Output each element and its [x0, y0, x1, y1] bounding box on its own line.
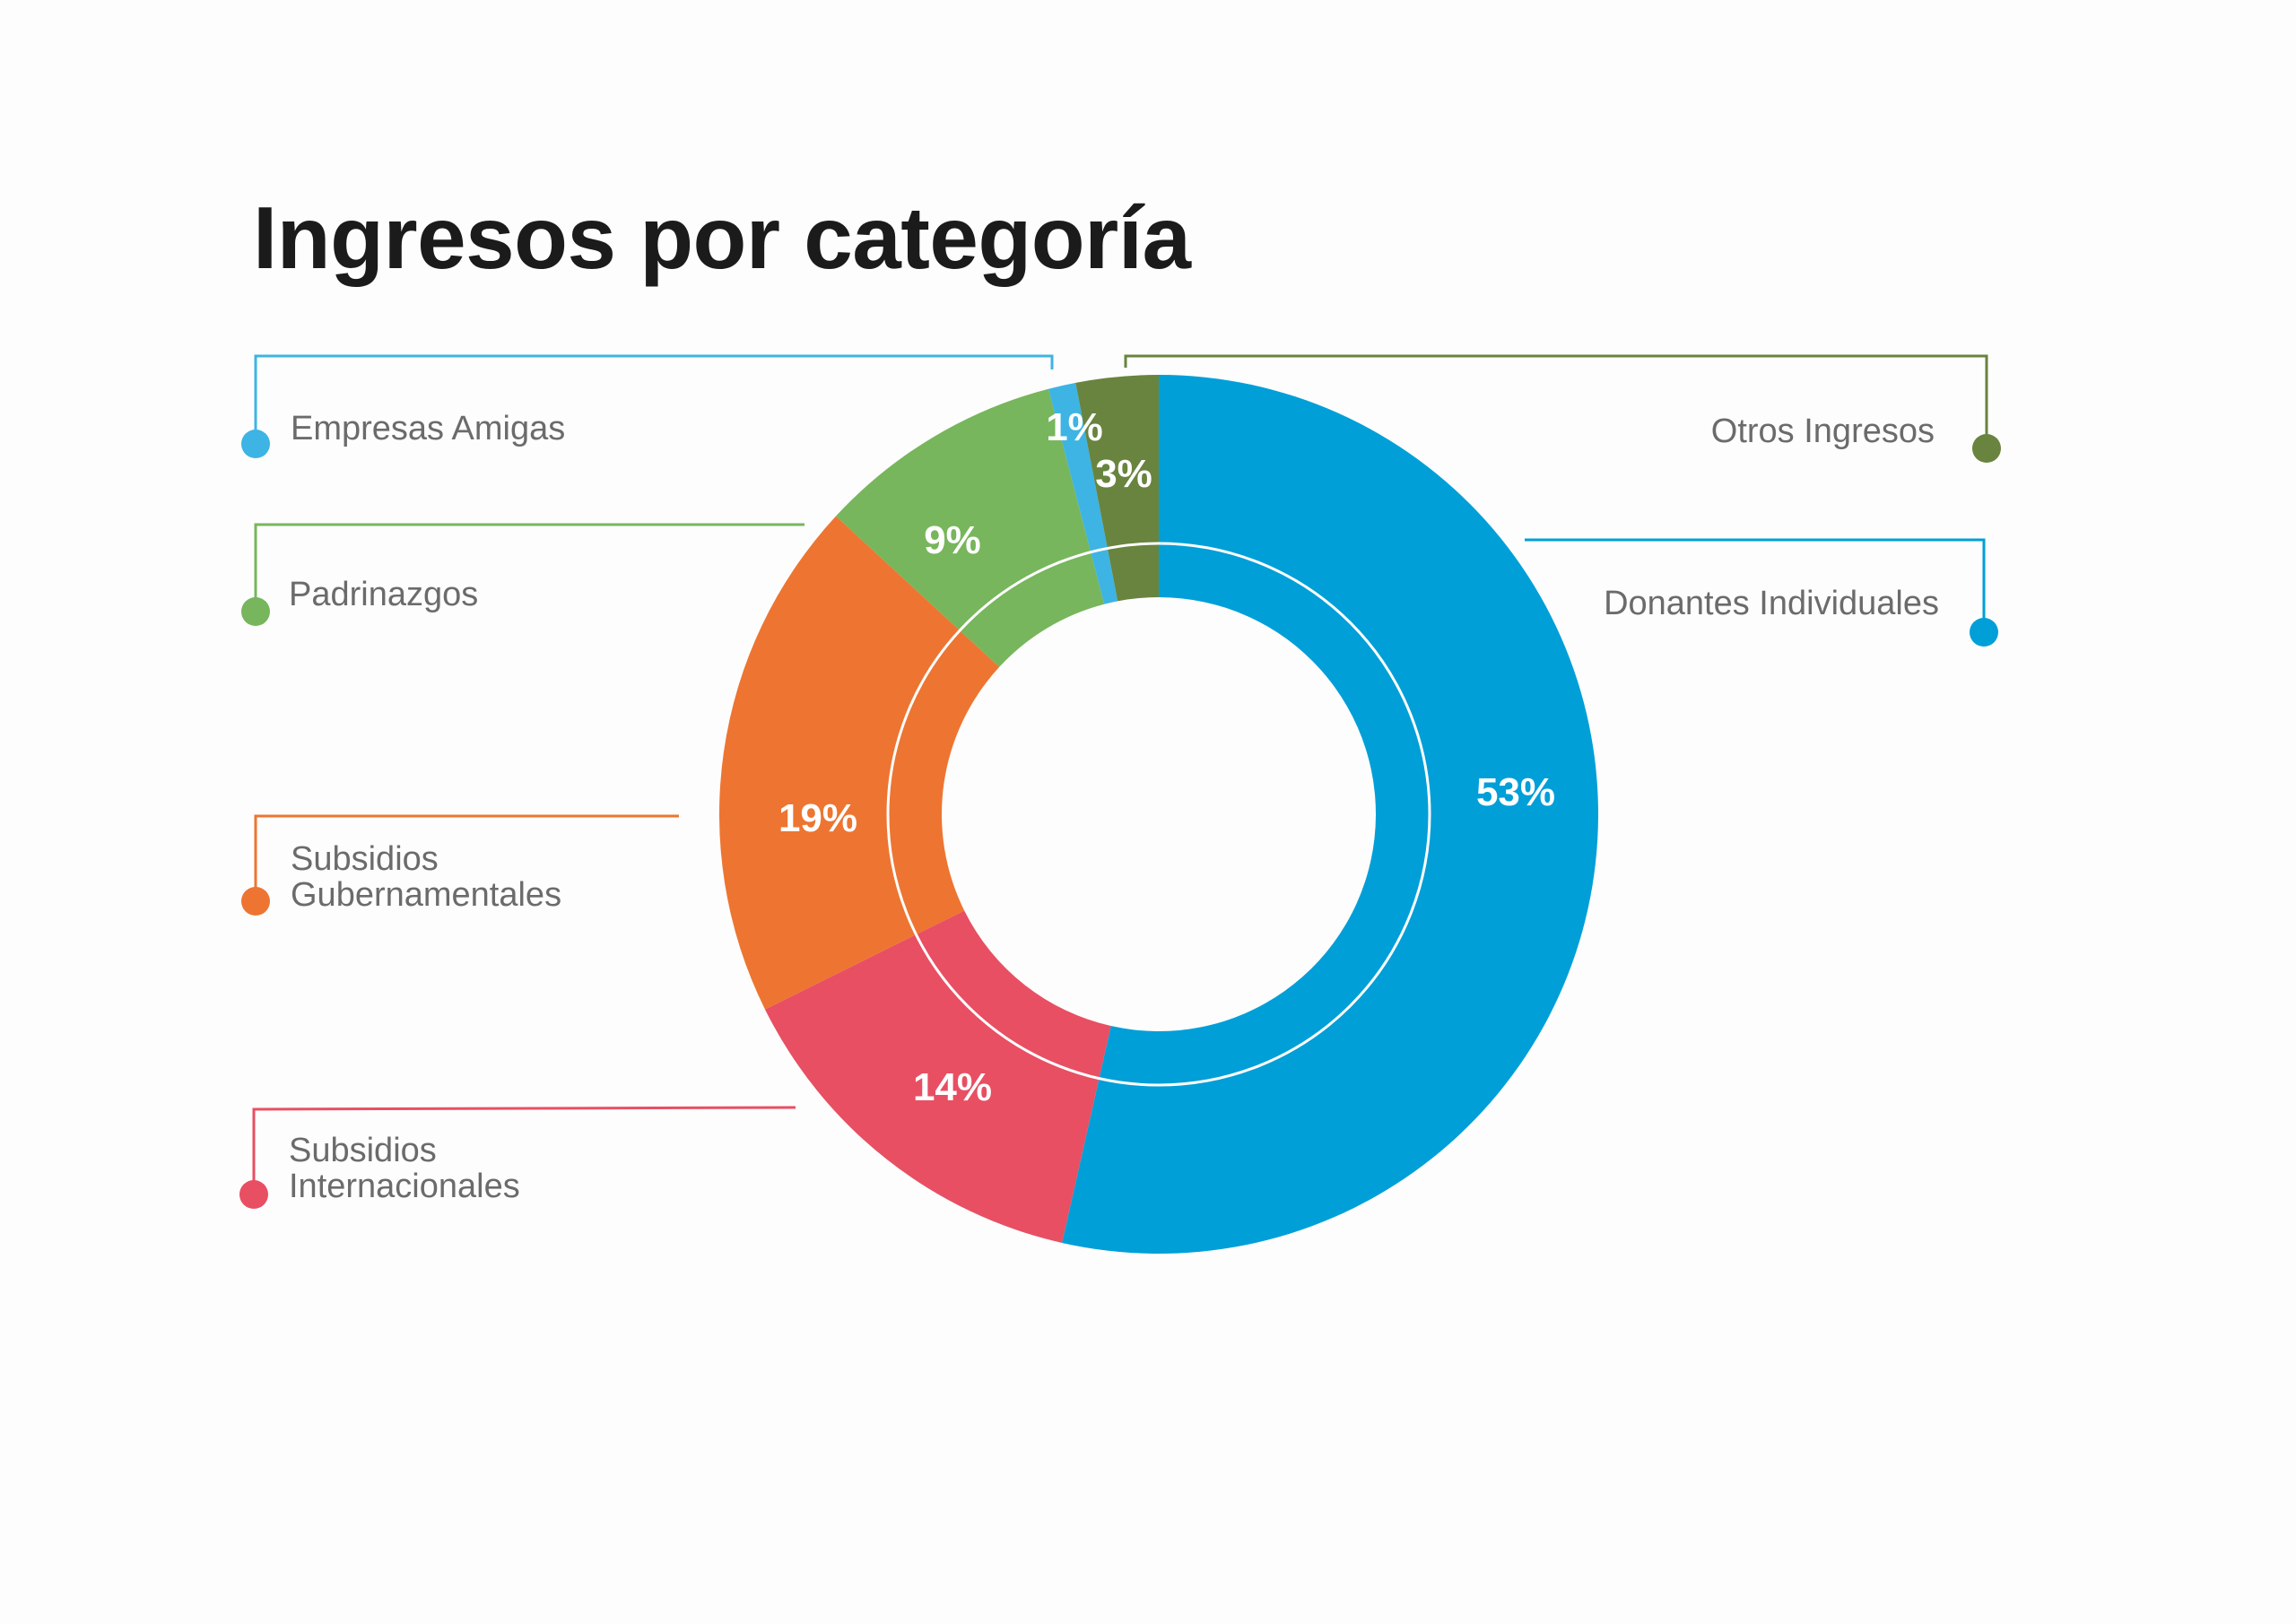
legend-label-subsidios-gubernamentales: Subsidios Gubernamentales	[291, 840, 561, 914]
legend-callouts: Donantes Individuales Subsidios Internacio…	[239, 354, 2001, 1209]
leader-line-otros-ingresos	[1124, 354, 1988, 448]
legend-dot-otros-ingresos	[1972, 434, 2001, 463]
leader-line-empresas-amigas	[254, 354, 1054, 444]
slice-subsidios-gubernamentales	[719, 516, 1000, 1010]
legend-dot-subsidios-gubernamentales	[241, 887, 270, 916]
slice-label-donantes-individuales: 53%	[1476, 770, 1555, 814]
leader-line-donantes-individuales	[1525, 538, 1986, 632]
slice-label-empresas-amigas: 1%	[1046, 405, 1103, 449]
leader-line-padrinazgos	[254, 523, 804, 612]
donut-slices	[719, 374, 1599, 1255]
legend-label-otros-ingresos: Otros Ingresos	[1711, 413, 1935, 450]
inner-ring-line	[886, 542, 1431, 1087]
slice-label-padrinazgos: 9%	[924, 518, 981, 562]
leader-line-subsidios-internacionales	[252, 1106, 796, 1194]
legend-dot-subsidios-internacionales	[239, 1180, 268, 1209]
legend-dot-padrinazgos	[241, 597, 270, 626]
legend-label-subsidios-internacionales: Subsidios Internacionales	[289, 1132, 520, 1205]
chart-title: Ingresos por categoría	[253, 188, 1191, 287]
slice-donantes-individuales	[1062, 374, 1599, 1255]
leader-line-subsidios-gubernamentales	[254, 814, 679, 901]
slice-padrinazgos	[836, 388, 1105, 667]
slice-subsidios-internacionales	[764, 910, 1111, 1243]
slice-labels: 53% 14% 19% 9% 1%3%	[778, 405, 1555, 1109]
slice-label-subsidios-internacionales: 14%	[913, 1065, 992, 1109]
slice-label-otros-ingresos: 3%	[1095, 452, 1152, 496]
slice-label-subsidios-gubernamentales: 19%	[778, 796, 857, 840]
legend-dot-donantes-individuales	[1970, 618, 1998, 647]
legend-label-empresas-amigas: Empresas Amigas	[291, 410, 565, 447]
legend-dot-empresas-amigas	[241, 430, 270, 458]
legend-label-padrinazgos: Padrinazgos	[289, 576, 478, 613]
legend-label-donantes-individuales: Donantes Individuales	[1604, 585, 1939, 622]
